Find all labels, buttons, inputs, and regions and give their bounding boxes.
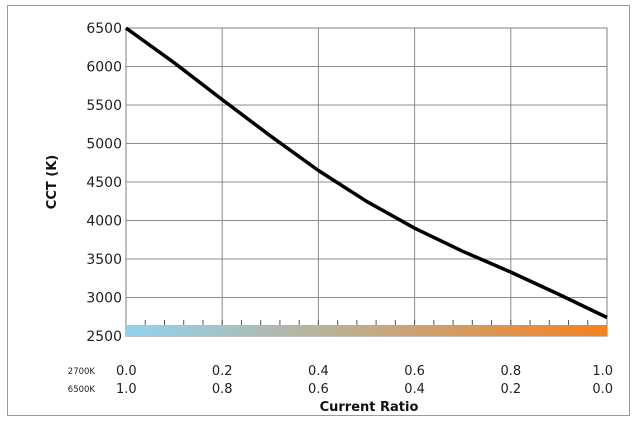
x-tick-label: 0.2 — [212, 364, 233, 379]
y-axis-title: CCT (K) — [45, 155, 60, 209]
x-tick-label: 0.0 — [592, 382, 613, 397]
cct-curve-line — [124, 26, 608, 320]
y-tick-labels: 2500 3000 3500 4000 4500 5000 5500 6000 6500 — [86, 21, 122, 345]
x-axis-title: Current Ratio — [320, 400, 419, 415]
x-tick-label: 0.4 — [308, 364, 329, 379]
x-tick-label: 1.0 — [592, 364, 613, 379]
x-tick-label: 1.0 — [116, 382, 137, 397]
y-tick-label: 5000 — [86, 137, 122, 153]
x-tick-labels: 2700K 0.0 0.2 0.4 0.6 0.8 1.0 6500K 1.0 0.8 0.6 0.4… — [68, 364, 613, 397]
x-tick-label: 0.4 — [404, 382, 425, 397]
y-tick-label: 6500 — [86, 21, 122, 37]
x-row-label: 2700K — [68, 367, 96, 377]
x-tick-label: 0.0 — [116, 364, 137, 379]
chart-frame — [7, 5, 630, 416]
x-row-label: 6500K — [68, 385, 96, 395]
series-layer — [124, 26, 608, 320]
y-tick-label: 2500 — [86, 329, 122, 345]
y-tick-label: 3000 — [86, 291, 122, 307]
x-minor-ticks — [144, 320, 589, 325]
x-tick-label: 0.6 — [404, 364, 425, 379]
color-temperature-gradient-bar — [126, 325, 607, 336]
y-tick-label: 6000 — [86, 60, 122, 76]
x-tick-label: 0.8 — [500, 364, 521, 379]
y-tick-label: 3500 — [86, 252, 122, 268]
y-tick-label: 4500 — [86, 175, 122, 191]
x-tick-label: 0.8 — [212, 382, 233, 397]
grid-lines — [125, 27, 608, 337]
y-tick-label: 4000 — [86, 214, 122, 230]
y-tick-label: 5500 — [86, 98, 122, 114]
x-tick-label: 0.2 — [500, 382, 521, 397]
x-tick-label: 0.6 — [308, 382, 329, 397]
